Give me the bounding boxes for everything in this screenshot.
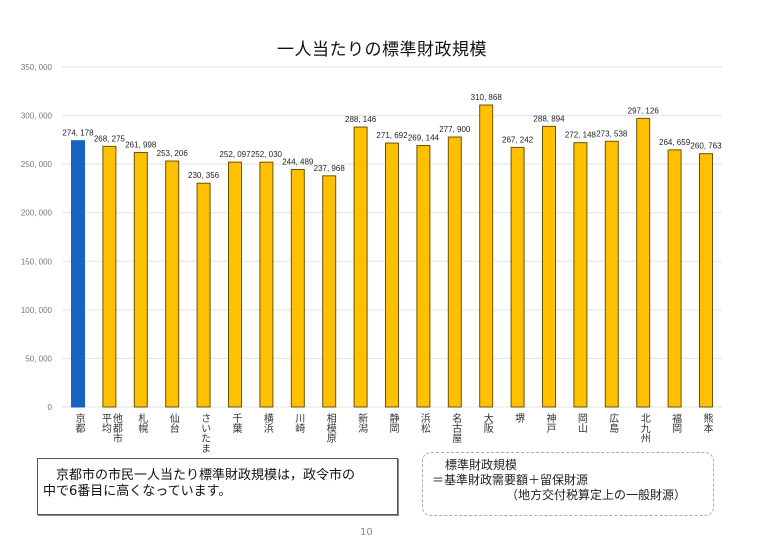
bar-静岡 — [385, 142, 399, 408]
y-tick-label: 50, 000 — [25, 354, 52, 363]
summary-note-box: 京都市の市民一人当たり標準財政規模は，政令市の 中で6番目に高くなっています。 — [37, 458, 398, 515]
definition-line-3: （地方交付税算定上の一般財源） — [506, 488, 687, 502]
definition-line-1: 標準財政規模 — [445, 458, 518, 472]
definition-box: 標準財政規模 ＝基準財政需要額＋留保財源 （地方交付税算定上の一般財源） — [422, 452, 714, 516]
bar-千葉 — [228, 161, 242, 408]
category-label: 岡山 — [575, 413, 587, 433]
y-tick-label: 200, 000 — [21, 209, 53, 218]
category-label: 福岡 — [669, 413, 681, 433]
summary-note-line-1: 京都市の市民一人当たり標準財政規模は，政令市の — [56, 468, 356, 483]
data-label: 271, 692 — [376, 131, 408, 140]
data-label: 273, 538 — [596, 129, 628, 138]
data-label: 253, 206 — [157, 149, 189, 158]
bar-福岡 — [667, 149, 682, 408]
bars — [71, 104, 713, 408]
bar-広島 — [604, 140, 619, 408]
category-label: 名古屋 — [449, 413, 461, 443]
data-label: 277, 900 — [439, 125, 471, 134]
summary-note-line-2: 中で6番目に高くなっています。 — [43, 484, 232, 499]
data-label: 261, 998 — [125, 140, 157, 149]
y-tick-label: 0 — [48, 403, 53, 412]
data-label: 268, 275 — [94, 134, 126, 143]
y-tick-label: 300, 000 — [21, 112, 53, 121]
bar-岡山 — [573, 142, 588, 408]
data-label: 264, 659 — [659, 138, 691, 147]
data-label: 310, 868 — [471, 93, 503, 102]
bar-chart: 0 50, 000 100, 000 150, 000 200, 000 250, 000… — [21, 63, 722, 412]
category-label: 札幌 — [135, 413, 147, 433]
bar-新潟 — [353, 126, 368, 408]
page-number: 10 — [360, 527, 373, 538]
y-tick-label: 100, 000 — [21, 306, 53, 315]
bar-他都市平均 — [102, 145, 117, 408]
category-label: 新潟 — [355, 413, 367, 433]
category-label: 北九州 — [638, 413, 650, 443]
category-label: 千葉 — [230, 413, 241, 433]
data-label: 230, 356 — [188, 171, 220, 180]
bar-熊本 — [699, 153, 713, 408]
data-label: 272, 148 — [565, 131, 597, 140]
chart-title: 一人当たりの標準財政規模 — [277, 40, 487, 60]
category-label: 相模原 — [324, 413, 336, 443]
category-label: 京都 — [73, 413, 84, 433]
bar-名古屋 — [447, 136, 462, 408]
bar-浜松 — [416, 145, 431, 408]
bar-北九州 — [636, 117, 651, 408]
bar-大阪 — [479, 104, 494, 408]
bar-仙台 — [165, 160, 180, 408]
data-label: 260, 763 — [690, 142, 722, 151]
category-label: 仙台 — [167, 413, 179, 433]
bar-神戸 — [542, 125, 556, 408]
data-label: 237, 968 — [314, 164, 346, 173]
data-label: 244, 489 — [282, 157, 314, 166]
category-label: 熊本 — [701, 413, 712, 433]
y-tick-label: 250, 000 — [21, 160, 53, 169]
y-tick-label: 150, 000 — [21, 257, 53, 266]
data-label: 288, 894 — [533, 114, 565, 123]
y-tick-label: 350, 000 — [21, 63, 53, 72]
definition-line-2: ＝基準財政需要額＋留保財源 — [432, 473, 589, 487]
data-label: 274, 178 — [62, 129, 94, 138]
data-label: 269, 144 — [408, 134, 440, 143]
category-label: 広島 — [606, 413, 618, 433]
data-label: 288, 146 — [345, 115, 377, 124]
category-label: さいたま — [198, 413, 210, 453]
category-label: 堺 — [512, 413, 524, 423]
category-label: 横浜 — [261, 413, 273, 433]
category-label: 大阪 — [481, 413, 493, 433]
y-axis-ticks: 0 50, 000 100, 000 150, 000 200, 000 250, 000… — [21, 63, 53, 412]
bar-横浜 — [259, 161, 274, 408]
category-label: 川崎 — [292, 413, 304, 433]
category-label: 静岡 — [387, 413, 398, 433]
data-label: 252, 030 — [251, 150, 283, 159]
data-label: 267, 242 — [502, 135, 534, 144]
category-label: 浜松 — [418, 413, 430, 433]
data-label: 297, 126 — [628, 106, 660, 115]
bar-川崎 — [290, 168, 305, 408]
bar-さいたま — [196, 182, 211, 408]
bar-堺 — [510, 146, 525, 408]
bar-札幌 — [133, 151, 148, 408]
category-label: 神戸 — [544, 413, 555, 433]
data-label: 252, 097 — [219, 150, 251, 159]
bar-京都 — [71, 140, 85, 408]
category-label: 他都市 平均 — [99, 413, 122, 443]
bar-相模原 — [322, 175, 337, 408]
